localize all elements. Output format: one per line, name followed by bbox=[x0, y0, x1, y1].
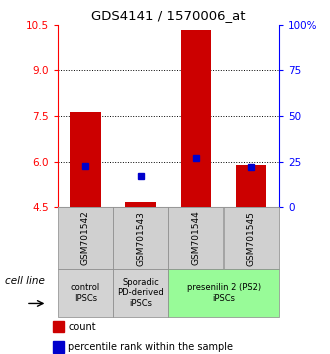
Bar bbox=[236, 165, 266, 207]
Bar bbox=[53, 321, 64, 332]
Bar bbox=[125, 202, 156, 207]
Bar bbox=[58, 207, 113, 269]
Text: control
IPSCs: control IPSCs bbox=[71, 283, 100, 303]
Text: GSM701542: GSM701542 bbox=[81, 211, 90, 266]
Text: GSM701543: GSM701543 bbox=[136, 211, 145, 266]
Text: GSM701545: GSM701545 bbox=[247, 211, 256, 266]
Bar bbox=[181, 30, 211, 207]
Text: percentile rank within the sample: percentile rank within the sample bbox=[68, 342, 233, 352]
Text: cell line: cell line bbox=[5, 276, 45, 286]
Bar bbox=[53, 341, 64, 353]
Text: count: count bbox=[68, 321, 96, 332]
Text: presenilin 2 (PS2)
iPSCs: presenilin 2 (PS2) iPSCs bbox=[186, 283, 261, 303]
Title: GDS4141 / 1570006_at: GDS4141 / 1570006_at bbox=[91, 9, 246, 22]
Bar bbox=[113, 269, 168, 317]
Bar bbox=[169, 207, 223, 269]
Bar bbox=[70, 112, 101, 207]
Text: Sporadic
PD-derived
iPSCs: Sporadic PD-derived iPSCs bbox=[117, 278, 164, 308]
Bar bbox=[113, 207, 168, 269]
Bar bbox=[58, 269, 113, 317]
Bar bbox=[224, 207, 279, 269]
Text: GSM701544: GSM701544 bbox=[191, 211, 200, 266]
Bar bbox=[169, 269, 279, 317]
